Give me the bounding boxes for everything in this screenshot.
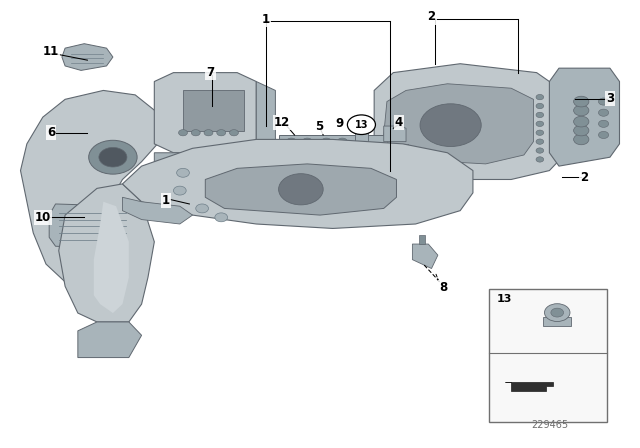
Text: 7: 7 <box>206 66 214 79</box>
Text: 1: 1 <box>262 13 270 26</box>
Circle shape <box>204 129 213 136</box>
Circle shape <box>278 174 323 205</box>
Text: 12: 12 <box>274 116 290 129</box>
Circle shape <box>598 131 609 138</box>
Polygon shape <box>278 148 355 157</box>
Circle shape <box>337 138 348 145</box>
Polygon shape <box>256 82 275 153</box>
Text: 2: 2 <box>428 10 436 23</box>
Circle shape <box>217 129 226 136</box>
Circle shape <box>536 148 543 153</box>
Circle shape <box>598 98 609 105</box>
Text: 3: 3 <box>606 92 614 105</box>
Circle shape <box>573 125 589 136</box>
Text: 2: 2 <box>580 171 589 184</box>
Polygon shape <box>365 148 403 157</box>
Polygon shape <box>49 204 132 249</box>
Polygon shape <box>355 128 368 142</box>
Polygon shape <box>399 144 408 168</box>
Circle shape <box>598 120 609 127</box>
Circle shape <box>573 96 589 107</box>
Circle shape <box>230 129 239 136</box>
Polygon shape <box>384 126 406 142</box>
Circle shape <box>321 138 332 145</box>
Bar <box>489 289 607 422</box>
Circle shape <box>196 204 209 213</box>
Polygon shape <box>419 235 425 244</box>
Circle shape <box>348 115 376 134</box>
Polygon shape <box>94 202 129 313</box>
Polygon shape <box>360 124 363 128</box>
Polygon shape <box>365 135 403 148</box>
Circle shape <box>99 147 127 167</box>
Circle shape <box>173 186 186 195</box>
Circle shape <box>84 217 103 231</box>
Polygon shape <box>505 382 552 391</box>
Circle shape <box>598 109 609 116</box>
Circle shape <box>573 116 589 127</box>
Polygon shape <box>412 244 438 268</box>
Polygon shape <box>78 322 141 358</box>
Circle shape <box>179 129 188 136</box>
Circle shape <box>302 138 312 145</box>
Circle shape <box>286 138 296 145</box>
Bar <box>183 90 244 130</box>
Text: 13: 13 <box>355 120 368 130</box>
Bar <box>543 317 572 326</box>
Polygon shape <box>278 135 355 148</box>
Polygon shape <box>205 164 396 215</box>
Circle shape <box>573 105 589 116</box>
Polygon shape <box>374 64 562 180</box>
Circle shape <box>551 308 564 317</box>
Text: 11: 11 <box>43 45 60 58</box>
Polygon shape <box>549 68 620 166</box>
Polygon shape <box>154 73 256 153</box>
Text: 13: 13 <box>497 294 512 304</box>
Circle shape <box>536 139 543 144</box>
Text: 5: 5 <box>315 120 323 133</box>
Polygon shape <box>62 44 113 70</box>
Text: 6: 6 <box>47 126 55 139</box>
Text: 1: 1 <box>162 194 170 207</box>
Polygon shape <box>122 197 193 224</box>
Circle shape <box>536 95 543 100</box>
Circle shape <box>536 121 543 126</box>
Text: 9: 9 <box>335 117 343 130</box>
Circle shape <box>536 157 543 162</box>
Polygon shape <box>122 171 167 206</box>
Polygon shape <box>59 184 154 322</box>
Polygon shape <box>384 84 534 164</box>
Circle shape <box>420 104 481 146</box>
Text: 8: 8 <box>439 281 447 294</box>
Circle shape <box>545 304 570 322</box>
Circle shape <box>177 168 189 177</box>
Text: 10: 10 <box>35 211 51 224</box>
Text: 229465: 229465 <box>531 420 568 430</box>
Circle shape <box>215 213 228 222</box>
Circle shape <box>536 130 543 135</box>
Text: 4: 4 <box>395 116 403 129</box>
Polygon shape <box>122 139 473 228</box>
Polygon shape <box>154 153 256 175</box>
Circle shape <box>536 103 543 109</box>
Circle shape <box>191 129 200 136</box>
Circle shape <box>573 134 589 145</box>
Circle shape <box>536 112 543 117</box>
Circle shape <box>89 140 137 174</box>
Polygon shape <box>20 90 164 291</box>
